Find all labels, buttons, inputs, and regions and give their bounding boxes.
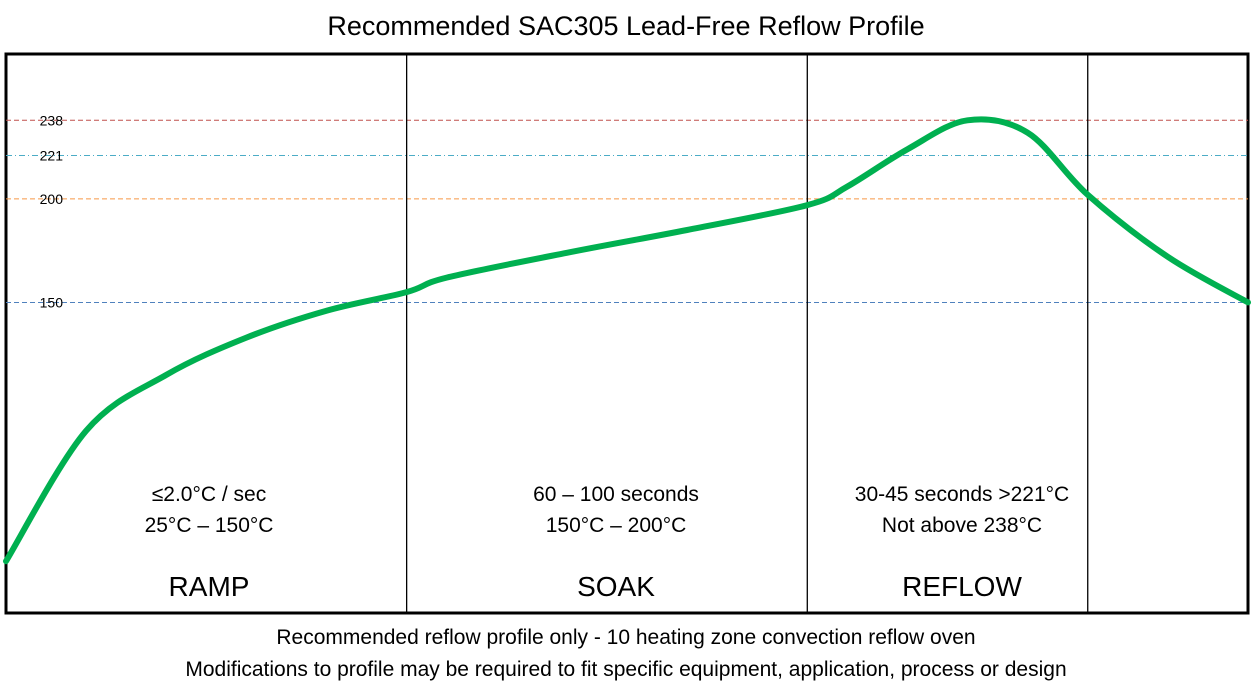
zone-reflow-name: REFLOW [902, 571, 1022, 602]
y-tick-label-238: 238 [40, 112, 64, 128]
y-tick-label-150: 150 [40, 294, 64, 310]
plot-frame [4, 52, 1250, 615]
zone-ramp-range: 25°C – 150°C [145, 514, 274, 537]
zone-ramp-name: RAMP [169, 571, 250, 602]
chart-title: Recommended SAC305 Lead-Free Reflow Prof… [327, 11, 924, 41]
zone-soak-duration: 60 – 100 seconds [533, 483, 699, 506]
y-tick-label-221: 221 [40, 147, 64, 163]
zone-reflow-duration: 30-45 seconds >221°C [855, 483, 1069, 506]
y-tick-label-200: 200 [40, 191, 64, 207]
footnote-1: Recommended reflow profile only - 10 hea… [276, 626, 975, 649]
footnote-2: Modifications to profile may be required… [185, 658, 1066, 681]
zone-reflow-limit: Not above 238°C [882, 514, 1042, 537]
zone-ramp-rate: ≤2.0°C / sec [152, 483, 266, 506]
zone-soak-range: 150°C – 200°C [546, 514, 687, 537]
zone-soak-name: SOAK [577, 571, 655, 602]
series-line [3, 116, 1251, 565]
